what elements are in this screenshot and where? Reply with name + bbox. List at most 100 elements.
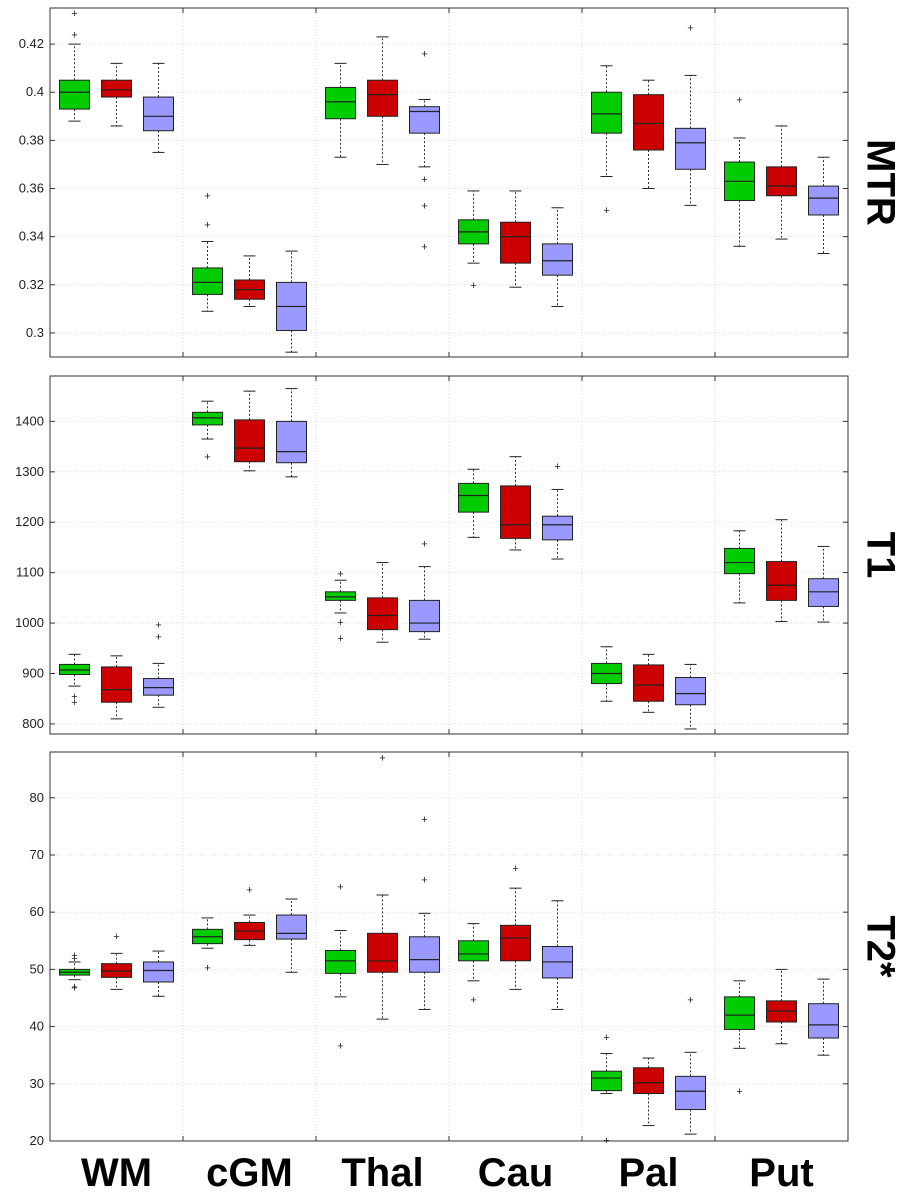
box-iqr	[193, 268, 223, 294]
category-label-cgm: cGM	[206, 1151, 293, 1195]
panel-label-t1: T1	[858, 532, 902, 579]
box-iqr	[193, 412, 223, 425]
y-tick-label: 800	[22, 716, 44, 731]
box-iqr	[676, 128, 706, 169]
outlier-point: +	[113, 931, 119, 943]
box-iqr	[102, 80, 132, 97]
box-iqr	[326, 592, 356, 601]
box-iqr	[543, 516, 573, 540]
box-iqr	[501, 486, 531, 538]
box-iqr	[676, 1076, 706, 1109]
box-iqr	[144, 97, 174, 131]
box-iqr	[767, 562, 797, 601]
category-label-pal: Pal	[618, 1151, 678, 1195]
category-label-put: Put	[749, 1151, 813, 1195]
category-label-wm: WM	[81, 1151, 152, 1195]
y-tick-label: 70	[30, 847, 44, 862]
y-tick-label: 1400	[15, 413, 44, 428]
box-iqr	[326, 951, 356, 974]
y-tick-label: 0.42	[19, 36, 44, 51]
box-iqr	[725, 997, 755, 1030]
outlier-point: +	[337, 881, 343, 893]
y-tick-label: 0.4	[26, 84, 44, 99]
box-iqr	[144, 679, 174, 696]
panel-mtr: 0.30.320.340.360.380.40.42++++++++++++MT…	[19, 8, 902, 357]
y-tick-label: 30	[30, 1076, 44, 1091]
outlier-point: +	[204, 452, 210, 464]
outlier-point: +	[337, 1040, 343, 1052]
box-iqr	[501, 222, 531, 263]
outlier-point: +	[71, 983, 77, 995]
outlier-point: +	[421, 814, 427, 826]
box-iqr	[459, 941, 489, 961]
box-iqr	[410, 937, 440, 972]
box-iqr	[809, 186, 839, 215]
y-tick-label: 1100	[16, 565, 44, 580]
category-label-thal: Thal	[341, 1151, 423, 1195]
box-iqr	[459, 483, 489, 512]
y-tick-label: 1000	[15, 615, 44, 630]
panel-label-t2: T2*	[858, 915, 902, 978]
outlier-point: +	[421, 49, 427, 61]
box-iqr	[592, 92, 622, 133]
box-iqr	[277, 421, 307, 462]
category-label-cau: Cau	[478, 1151, 554, 1195]
box-iqr	[592, 1071, 622, 1090]
outlier-point: +	[603, 205, 609, 217]
outlier-point: +	[204, 191, 210, 203]
outlier-point: +	[687, 22, 693, 34]
outlier-point: +	[337, 569, 343, 581]
outlier-point: +	[155, 632, 161, 644]
box-iqr	[102, 667, 132, 702]
y-tick-label: 40	[30, 1019, 44, 1034]
box-iqr	[368, 598, 398, 630]
outlier-point: +	[337, 617, 343, 629]
outlier-point: +	[421, 241, 427, 253]
box-iqr	[368, 933, 398, 972]
outlier-point: +	[421, 200, 427, 212]
outlier-point: +	[204, 220, 210, 232]
box-iqr	[809, 1004, 839, 1038]
outlier-point: +	[554, 461, 560, 473]
outlier-point: +	[204, 963, 210, 975]
outlier-point: +	[155, 620, 161, 632]
outlier-point: +	[687, 995, 693, 1007]
outlier-point: +	[736, 1086, 742, 1098]
box-iqr	[809, 579, 839, 607]
outlier-point: +	[512, 863, 518, 875]
box-iqr	[326, 87, 356, 118]
outlier-point: +	[379, 753, 385, 765]
box-iqr	[725, 548, 755, 573]
box-iqr	[144, 962, 174, 982]
box-iqr	[676, 678, 706, 705]
box-iqr	[235, 420, 265, 462]
outlier-point: +	[470, 280, 476, 292]
outlier-point: +	[603, 1032, 609, 1044]
y-tick-label: 0.32	[19, 277, 44, 292]
box-iqr	[501, 925, 531, 960]
box-iqr	[60, 80, 90, 109]
y-tick-label: 900	[22, 665, 44, 680]
outlier-point: +	[736, 94, 742, 106]
y-tick-label: 20	[30, 1133, 44, 1148]
box-iqr	[767, 167, 797, 196]
box-iqr	[634, 95, 664, 150]
y-tick-label: 0.38	[19, 132, 44, 147]
box-iqr	[634, 665, 664, 701]
outlier-point: +	[337, 633, 343, 645]
y-tick-label: 0.34	[19, 229, 44, 244]
outlier-point: +	[71, 29, 77, 41]
y-tick-label: 50	[30, 961, 44, 976]
box-iqr	[634, 1068, 664, 1094]
box-iqr	[277, 915, 307, 939]
box-iqr	[368, 80, 398, 116]
outlier-point: +	[421, 875, 427, 887]
y-tick-label: 0.36	[19, 181, 44, 196]
outlier-point: +	[421, 538, 427, 550]
y-tick-label: 1200	[15, 514, 44, 529]
outlier-point: +	[71, 8, 77, 20]
